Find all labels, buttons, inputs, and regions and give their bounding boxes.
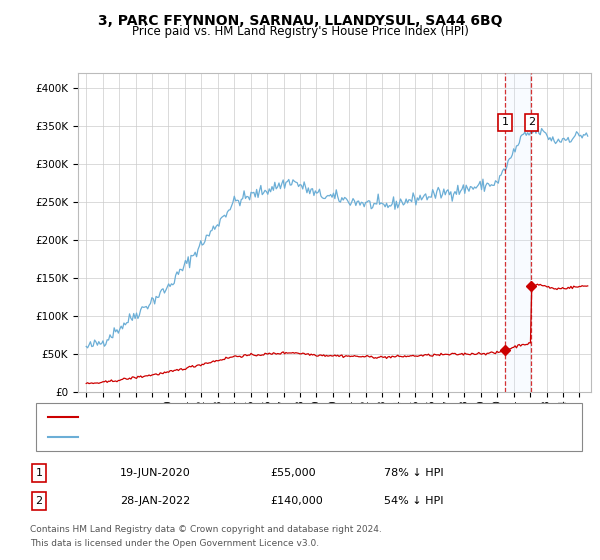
Text: HPI: Average price, detached house, Ceredigion: HPI: Average price, detached house, Cere…: [84, 432, 334, 442]
Text: 1: 1: [35, 468, 43, 478]
Bar: [505, 73, 532, 392]
Text: 78% ↓ HPI: 78% ↓ HPI: [384, 468, 443, 478]
Text: 2: 2: [528, 117, 535, 127]
Text: 28-JAN-2022: 28-JAN-2022: [120, 496, 190, 506]
Text: Contains HM Land Registry data © Crown copyright and database right 2024.: Contains HM Land Registry data © Crown c…: [30, 525, 382, 534]
Text: 54% ↓ HPI: 54% ↓ HPI: [384, 496, 443, 506]
Text: Price paid vs. HM Land Registry's House Price Index (HPI): Price paid vs. HM Land Registry's House …: [131, 25, 469, 38]
Text: £140,000: £140,000: [270, 496, 323, 506]
Text: 3, PARC FFYNNON, SARNAU, LLANDYSUL, SA44 6BQ (detached house): 3, PARC FFYNNON, SARNAU, LLANDYSUL, SA44…: [84, 412, 448, 422]
Text: £55,000: £55,000: [270, 468, 316, 478]
Text: 19-JUN-2020: 19-JUN-2020: [120, 468, 191, 478]
Text: 2: 2: [35, 496, 43, 506]
Text: 1: 1: [502, 117, 509, 127]
Text: This data is licensed under the Open Government Licence v3.0.: This data is licensed under the Open Gov…: [30, 539, 319, 548]
Text: 3, PARC FFYNNON, SARNAU, LLANDYSUL, SA44 6BQ: 3, PARC FFYNNON, SARNAU, LLANDYSUL, SA44…: [98, 14, 502, 28]
